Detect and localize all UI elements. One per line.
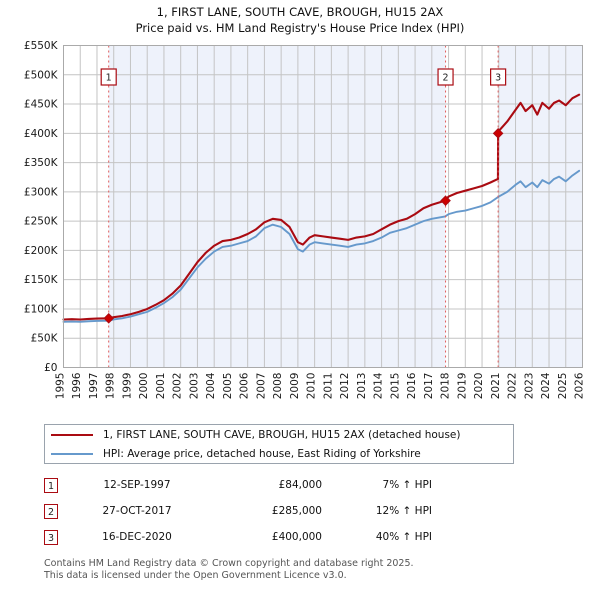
- x-tick-label: 2001: [155, 373, 167, 400]
- marker-badge-label-2: 2: [443, 73, 449, 84]
- row-price-paid: £285,000: [271, 505, 322, 517]
- row-sale-date: 27-OCT-2017: [102, 505, 172, 517]
- x-tick-label: 2000: [138, 373, 150, 400]
- x-tick-label: 2005: [222, 373, 234, 400]
- y-tick-label: £400K: [24, 128, 59, 140]
- x-tick-label: 2025: [557, 373, 569, 400]
- ownership-band-1: [108, 45, 446, 368]
- y-tick-label: £500K: [24, 69, 59, 81]
- x-tick-label: 1998: [105, 373, 117, 400]
- marker-badge-box-1[interactable]: [100, 68, 117, 86]
- x-tick-label: 1995: [55, 373, 67, 400]
- marker-badge-label-1: 1: [106, 73, 112, 84]
- x-tick-label: 2006: [239, 372, 251, 399]
- ownership-band-2: [498, 45, 583, 368]
- x-tick-label: 2010: [306, 373, 318, 400]
- transaction-marker-lines: [108, 45, 499, 368]
- y-tick-label: £0: [44, 362, 57, 374]
- y-tick-label: £250K: [24, 216, 59, 228]
- data-series-lines: [62, 93, 581, 323]
- legend-row-hpi: HPI: Average price, detached house, East…: [45, 444, 513, 463]
- transaction-point-1[interactable]: [103, 313, 115, 324]
- row-index-badge: 3: [44, 529, 58, 545]
- series-line-property: [62, 93, 581, 321]
- y-tick-label: £450K: [24, 99, 59, 111]
- chart-plot-area: £0 £50K £100K £150K £200K £250K £300K £350K £400…: [24, 40, 586, 399]
- table-row[interactable]: 2 27-OCT-2017 £285,000 12% ↑ HPI: [44, 498, 514, 524]
- title-line-2: Price paid vs. HM Land Registry's House …: [135, 21, 465, 35]
- legend-swatch-hpi-icon: [51, 452, 93, 455]
- x-tick-label: 2002: [172, 373, 184, 400]
- x-tick-label: 2024: [540, 372, 552, 399]
- x-tick-label: 2018: [440, 373, 452, 400]
- x-tick-label: 2026: [574, 372, 586, 399]
- footer-line-1: Contains HM Land Registry data © Crown c…: [44, 558, 414, 569]
- y-tick-label: £150K: [24, 274, 59, 286]
- marker-badge-label-3: 3: [495, 73, 501, 84]
- row-price-paid: £400,000: [271, 531, 322, 543]
- transactions-table: 1 12-SEP-1997 £84,000 7% ↑ HPI 2 27-OCT-2017 £…: [44, 472, 514, 550]
- row-hpi-delta: 12% ↑ HPI: [375, 505, 432, 517]
- x-tick-label: 2015: [389, 373, 401, 400]
- page-title: 1, FIRST LANE, SOUTH CAVE, BROUGH, HU15 …: [0, 4, 600, 36]
- plot-border: [63, 45, 583, 368]
- marker-badge-box-2[interactable]: [437, 68, 454, 86]
- y-tick-label: £550K: [24, 40, 59, 52]
- legend-label-hpi: HPI: Average price, detached house, East…: [103, 447, 421, 460]
- x-tick-label: 2008: [272, 373, 284, 400]
- x-tick-label: 2022: [507, 373, 519, 400]
- legend-swatch-property-icon: [51, 433, 93, 436]
- chart-legend: 1, FIRST LANE, SOUTH CAVE, BROUGH, HU15 …: [44, 424, 514, 464]
- legend-label-property: 1, FIRST LANE, SOUTH CAVE, BROUGH, HU15 …: [103, 428, 461, 441]
- x-tick-label: 1997: [88, 373, 100, 400]
- y-tick-label: £300K: [24, 186, 59, 198]
- row-hpi-delta: 7% ↑ HPI: [382, 479, 432, 491]
- x-tick-label: 2004: [205, 372, 217, 399]
- row-index-badge: 2: [44, 503, 58, 519]
- y-tick-label: £200K: [24, 245, 59, 257]
- transaction-marker-badges: 1 2 3: [100, 68, 507, 86]
- x-tick-label: 2023: [523, 373, 535, 400]
- y-tick-label: £350K: [24, 157, 59, 169]
- transaction-points: [103, 128, 504, 324]
- transaction-point-3[interactable]: [492, 128, 504, 139]
- row-index-badge: 1: [44, 477, 58, 493]
- series-line-hpi: [62, 169, 581, 323]
- x-tick-label: 2003: [188, 373, 200, 400]
- title-line-1: 1, FIRST LANE, SOUTH CAVE, BROUGH, HU15 …: [156, 5, 444, 19]
- x-tick-label: 2009: [289, 373, 301, 400]
- y-tick-label: £50K: [31, 333, 59, 345]
- ownership-shading-bands: [108, 45, 583, 368]
- y-tick-label: £100K: [24, 303, 59, 315]
- x-tick-label: 2019: [456, 373, 468, 400]
- x-tick-label: 1996: [71, 372, 83, 399]
- x-tick-label: 2020: [473, 373, 485, 400]
- x-tick-label: 2016: [406, 372, 418, 399]
- footer-attribution: Contains HM Land Registry data © Crown c…: [44, 558, 564, 582]
- x-tick-label: 2021: [490, 372, 502, 399]
- y-axis-tick-labels: £0 £50K £100K £150K £200K £250K £300K £350K £400…: [24, 40, 59, 374]
- x-tick-label: 1999: [121, 373, 133, 400]
- row-sale-date: 16-DEC-2020: [102, 531, 172, 543]
- row-sale-date: 12-SEP-1997: [103, 479, 171, 491]
- legend-row-property: 1, FIRST LANE, SOUTH CAVE, BROUGH, HU15 …: [45, 425, 513, 444]
- footer-line-2: This data is licensed under the Open Gov…: [44, 570, 347, 581]
- table-row[interactable]: 3 16-DEC-2020 £400,000 40% ↑ HPI: [44, 524, 514, 550]
- x-tick-label: 2017: [423, 373, 435, 400]
- x-tick-label: 2007: [255, 373, 267, 400]
- row-hpi-delta: 40% ↑ HPI: [375, 531, 432, 543]
- x-tick-label: 2013: [356, 373, 368, 400]
- x-tick-label: 2012: [339, 373, 351, 400]
- x-axis-tick-labels: 1995 1996 1997 1998 1999 2000 2001 2002 2003 2004…: [55, 372, 586, 399]
- table-row[interactable]: 1 12-SEP-1997 £84,000 7% ↑ HPI: [44, 472, 514, 498]
- x-tick-label: 2014: [373, 372, 385, 399]
- transaction-point-2[interactable]: [440, 195, 451, 206]
- x-tick-label: 2011: [322, 373, 334, 400]
- row-price-paid: £84,000: [278, 479, 322, 491]
- marker-badge-box-3[interactable]: [490, 68, 507, 86]
